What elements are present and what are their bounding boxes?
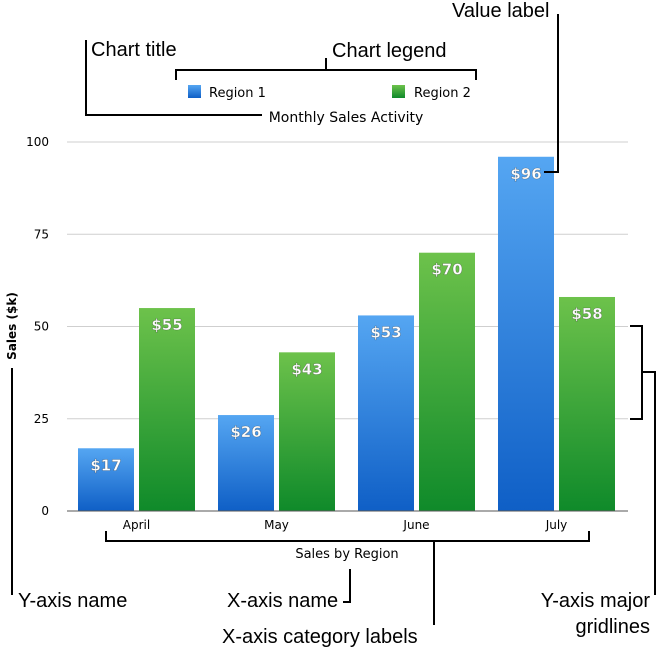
y-tick-label-0: 0 <box>41 504 49 518</box>
bars <box>78 156 615 511</box>
callout-bracket-x-category-labels <box>105 531 590 542</box>
y-tick-labels: 0 25 50 75 100 <box>26 135 49 518</box>
chart-title: Monthly Sales Activity <box>269 110 424 126</box>
callout-line-x-axis-name <box>343 569 351 603</box>
bar-july-series-2 <box>559 296 615 511</box>
value-label-july-series-2: $58 <box>571 305 602 323</box>
callout-y-axis-major-gridlines-2: gridlines <box>576 616 650 638</box>
value-label-july-series-1: $96 <box>510 165 541 183</box>
bar-april-series-2 <box>139 308 195 511</box>
legend-swatch-region-1 <box>188 85 201 98</box>
callout-x-axis-category-labels: X-axis category labels <box>222 626 418 648</box>
legend: Region 1 Region 2 <box>188 85 471 101</box>
callout-line-value-label <box>544 14 559 173</box>
callout-chart-legend: Chart legend <box>332 40 447 62</box>
bar-april-series-1 <box>78 448 134 511</box>
value-label-april-series-1: $17 <box>90 456 121 474</box>
callout-bracket-y-gridlines <box>630 325 643 420</box>
x-category-labels: April May June July <box>123 518 568 532</box>
x-category-label-may: May <box>264 518 289 532</box>
callout-value-label: Value label <box>452 0 549 22</box>
x-axis-name: Sales by Region <box>295 547 398 562</box>
value-label-june-series-1: $53 <box>370 323 401 341</box>
callout-y-axis-major-gridlines-1: Y-axis major <box>541 590 651 612</box>
legend-label-region-1: Region 1 <box>209 86 266 101</box>
bar-may-series-2 <box>279 352 335 511</box>
callout-bracket-chart-legend <box>175 69 477 80</box>
x-category-label-june: June <box>402 518 429 532</box>
value-label-june-series-2: $70 <box>431 261 462 279</box>
value-labels: $17 $55 $26 $43 $53 $70 $96 $58 <box>90 164 603 474</box>
y-axis-name: Sales ($k) <box>5 292 19 360</box>
y-tick-label-25: 25 <box>34 412 49 426</box>
value-label-may-series-1: $26 <box>230 423 261 441</box>
bar-june-series-2 <box>419 252 475 511</box>
value-label-april-series-2: $55 <box>151 316 182 334</box>
bar-july-series-1 <box>498 156 554 511</box>
callouts <box>11 14 656 625</box>
y-tick-label-50: 50 <box>34 320 49 334</box>
callout-line-chart-title <box>85 40 262 116</box>
value-label-may-series-2: $43 <box>291 360 322 378</box>
x-category-label-july: July <box>545 518 568 532</box>
callout-x-axis-name: X-axis name <box>227 590 338 612</box>
callout-line-y-gridlines <box>642 371 656 595</box>
legend-swatch-region-2 <box>392 85 405 98</box>
legend-label-region-2: Region 2 <box>414 86 471 101</box>
bar-june-series-1 <box>358 315 414 511</box>
bar-may-series-1 <box>218 415 274 511</box>
y-tick-label-75: 75 <box>34 227 49 241</box>
y-tick-label-100: 100 <box>26 135 49 149</box>
x-category-label-april: April <box>123 518 150 532</box>
callout-y-axis-name: Y-axis name <box>18 590 127 612</box>
callout-chart-title: Chart title <box>91 39 177 61</box>
